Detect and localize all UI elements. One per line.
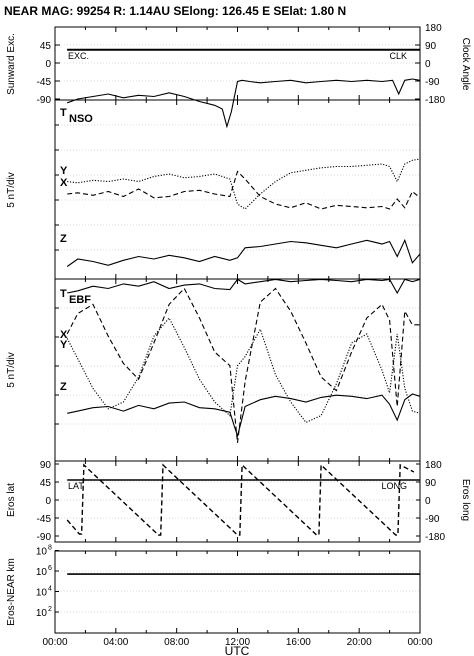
nso-series-z: [66, 238, 421, 267]
ebf-label-y: Y: [60, 339, 68, 351]
distance-ytick-2: 10: [36, 588, 48, 599]
nso-series-t: [67, 78, 421, 129]
xtick-label-2: 08:00: [164, 637, 189, 648]
xtick-label-4: 16:00: [286, 637, 311, 648]
sunward-ytick-right-4: -180: [425, 95, 445, 106]
xaxis-label: UTC: [225, 644, 250, 656]
eros-lat-ytick-2: 0: [45, 496, 51, 507]
eros-long-ylabel: Eros long: [460, 479, 471, 521]
nso-label-y: Y: [60, 165, 68, 177]
sunward-ytick-right-2: 0: [425, 59, 431, 70]
distance-ytick-0: 10: [36, 547, 48, 558]
sunward-ytick-right-1: 90: [425, 41, 437, 52]
eros-long-line: [66, 463, 415, 536]
labels: 00:00 04:00 08:00 12:00 16:00 20:00 00:00UTC45…: [6, 23, 471, 656]
ebf-series-y: [66, 317, 421, 424]
distance-ytick-1: 10: [36, 567, 48, 578]
distance-ytick-3: 10: [36, 608, 48, 619]
lat-annotation: LAT: [68, 481, 84, 491]
eros-long-ytick-2: 0: [425, 496, 431, 507]
nso-label-t: T: [60, 107, 67, 119]
axes: [54, 26, 421, 633]
ebf-ylabel: 5 nT/div: [6, 352, 17, 388]
sunward-ytick-left-2: -45: [37, 77, 52, 88]
nso-coordinate-label: NSO: [69, 113, 93, 125]
clock-angle-ylabel: Clock Angle: [460, 38, 471, 91]
xtick-label-6: 00:00: [407, 637, 432, 648]
eros-lat-ytick-0: 90: [40, 460, 52, 471]
nso-ylabel: 5 nT/div: [6, 172, 17, 208]
distance-ytick-exp-3: 2: [48, 606, 52, 613]
nso-label-z: Z: [60, 233, 67, 245]
eros-long-ytick-3: -90: [425, 514, 440, 525]
sunward-ytick-left-0: 45: [40, 41, 52, 52]
sunward-panel-frame: [54, 26, 421, 101]
clk-annotation: CLK: [389, 51, 407, 61]
ebf-label-z: Z: [60, 381, 67, 393]
sunward-ylabel: Sunward Exc.: [6, 33, 17, 95]
ebf-series-z: [67, 393, 421, 438]
eros-long-ytick-0: 180: [425, 460, 442, 471]
distance-ytick-exp-1: 6: [48, 565, 52, 572]
nso-panel-frame: [54, 99, 421, 280]
eros-lat-ylabel: Eros lat: [6, 483, 17, 517]
ebf-panel-frame: [54, 278, 421, 462]
ebf-coordinate-label: EBF: [69, 294, 91, 306]
distance-ytick-exp-0: 8: [48, 545, 52, 552]
long-annotation: LONG: [381, 481, 407, 491]
distance-ytick-exp-2: 4: [48, 586, 52, 593]
sunward-ytick-right-0: 180: [425, 23, 442, 34]
gridlines: [55, 44, 420, 613]
exc-annotation: EXC.: [68, 51, 89, 61]
xtick-label-0: 00:00: [42, 637, 67, 648]
distance-ylabel: Eros-NEAR km: [6, 558, 17, 626]
sunward-ytick-left-3: -90: [37, 95, 52, 106]
distance-panel-frame: [54, 550, 421, 634]
eros-panel-frame: [54, 460, 421, 543]
eros-long-ytick-4: -180: [425, 532, 445, 543]
eros-lat-ytick-1: 45: [40, 478, 52, 489]
sunward-ytick-left-1: 0: [45, 59, 51, 70]
xtick-label-5: 20:00: [347, 637, 372, 648]
xtick-label-3: 12:00: [225, 637, 250, 648]
ebf-label-x: X: [60, 329, 68, 341]
sunward-ytick-right-3: -90: [425, 77, 440, 88]
ebf-series-t: [67, 278, 421, 295]
eros-lat-ytick-4: -90: [37, 532, 52, 543]
eros-lat-ytick-3: -45: [37, 514, 52, 525]
data-series: [66, 48, 421, 575]
ebf-label-t: T: [60, 288, 67, 300]
nso-label-x: X: [60, 177, 68, 189]
xtick-label-1: 04:00: [103, 637, 128, 648]
ebf-series-x: [66, 287, 420, 443]
figure-title: NEAR MAG: 99254 R: 1.14AU SElong: 126.45…: [4, 4, 346, 18]
nso-series-x: [67, 170, 421, 210]
nso-series-y: [67, 158, 421, 210]
eros-long-ytick-1: 90: [425, 478, 437, 489]
